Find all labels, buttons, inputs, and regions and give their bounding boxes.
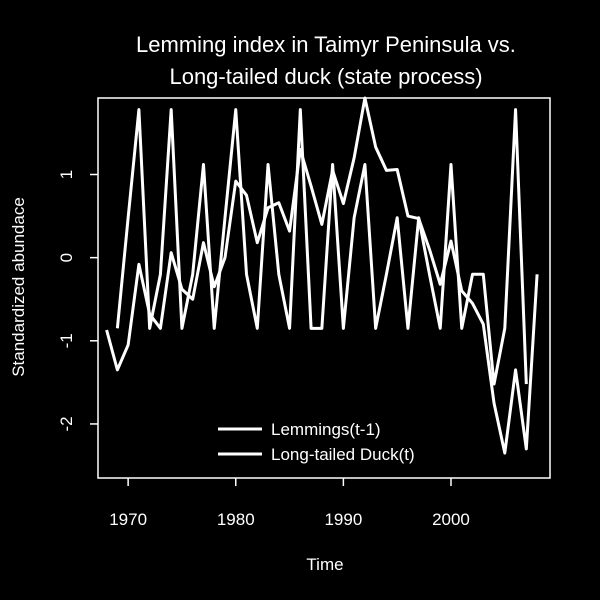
chart-subtitle: Long-tailed duck (state process) xyxy=(169,64,482,89)
y-tick-label: -1 xyxy=(57,333,76,348)
x-tick-label: 1970 xyxy=(109,510,147,529)
legend: Lemmings(t-1) Long-tailed Duck(t) xyxy=(218,420,415,464)
x-tick-label: 1980 xyxy=(217,510,255,529)
x-axis-label: Time xyxy=(306,555,343,574)
legend-label-lemmings: Lemmings(t-1) xyxy=(271,420,381,439)
x-tick-label: 2000 xyxy=(432,510,470,529)
series-line-lemmings xyxy=(115,108,528,386)
y-tick-label: -2 xyxy=(57,416,76,431)
y-axis-label: Standardized abundace xyxy=(9,197,28,377)
y-tick-label: 1 xyxy=(57,170,76,179)
legend-label-long-tailed-duck: Long-tailed Duck(t) xyxy=(271,445,415,464)
plot-frame xyxy=(97,97,551,479)
series-line-long-tailed-duck xyxy=(105,96,539,455)
x-axis: 1970 1980 1990 2000 xyxy=(109,478,470,529)
x-tick-label: 1990 xyxy=(324,510,362,529)
y-tick-label: 0 xyxy=(57,253,76,262)
chart-title: Lemming index in Taimyr Peninsula vs. xyxy=(136,32,516,57)
y-axis: -2 -1 0 1 xyxy=(57,170,98,432)
series-layer xyxy=(105,96,539,455)
